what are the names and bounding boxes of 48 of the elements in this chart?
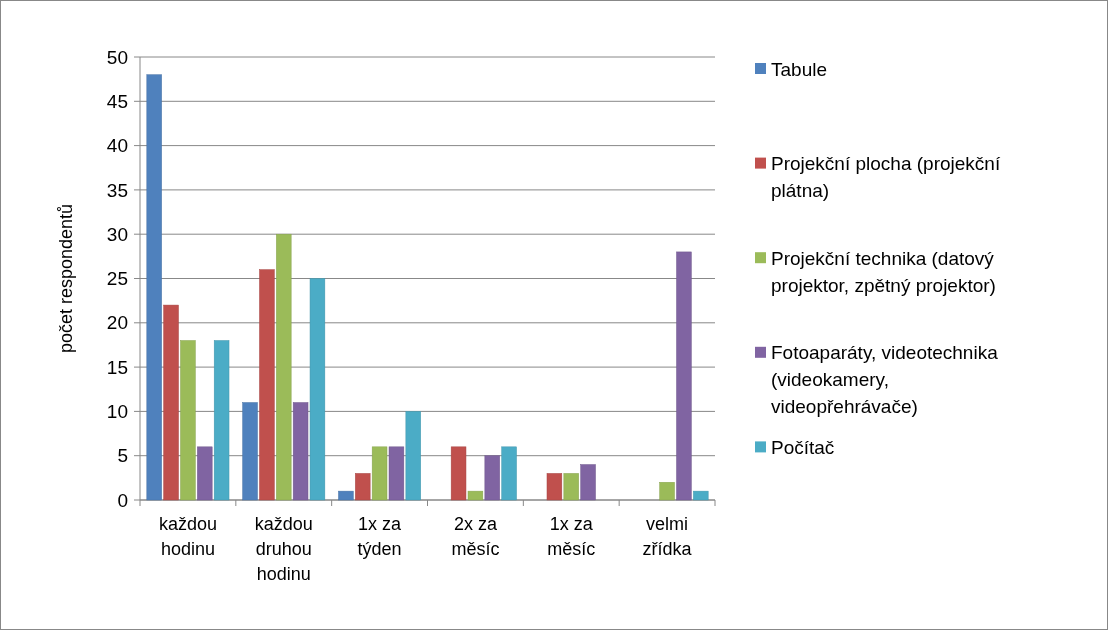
bar [146,74,162,501]
bar [355,473,371,501]
bar [338,490,354,501]
bar [693,490,709,501]
y-tick-label: 15 [106,356,128,378]
bar [501,446,517,501]
legend-label: Projekční plocha (projekční plátna) [771,153,1001,202]
y-tick-label: 40 [106,135,128,157]
y-tick-label: 0 [117,489,128,511]
x-tick-label: velmi zřídka [642,514,693,559]
legend-label: Tabule [771,58,827,80]
y-axis-title: počet respondentů [56,203,76,354]
y-tick-label: 45 [106,90,128,112]
bar [388,446,405,501]
y-tick-label: 10 [106,401,128,423]
y-tick-label: 20 [106,312,128,334]
bar [405,411,421,501]
x-tick-label: každou hodinu [158,514,217,559]
bar [213,340,230,501]
bar [484,455,500,501]
y-tick-label: 25 [106,268,128,290]
y-tick-label: 35 [106,179,128,201]
bar [546,473,563,501]
x-tick-label: 1x za měsíc [547,514,596,559]
legend-label: Počítač [771,437,835,459]
bar [259,269,275,501]
y-tick-label: 50 [106,46,128,68]
legend-label: Projekční technika (datový projektor, zpětný projektor) [771,247,996,296]
x-tick-label: 1x za týden [357,514,403,559]
bar [467,490,484,501]
x-tick-label: každou druhou hodinu [254,514,313,584]
bar [180,340,196,501]
y-tick-label: 5 [117,445,128,467]
bar [309,278,326,501]
bar [450,446,467,501]
bar [292,402,309,501]
x-tick-label: 2x za měsíc [451,514,500,559]
y-tick-label: 30 [106,223,128,245]
bar [197,446,213,501]
bar [276,233,292,501]
bar [659,482,675,501]
bar [580,464,596,501]
bar [371,446,388,501]
bar [242,402,258,501]
legend-label: Fotoaparáty, videotechnika (videokamery, videopřehrávače) [771,342,999,418]
bar [163,304,179,501]
bar [676,251,692,501]
bar [563,473,579,501]
